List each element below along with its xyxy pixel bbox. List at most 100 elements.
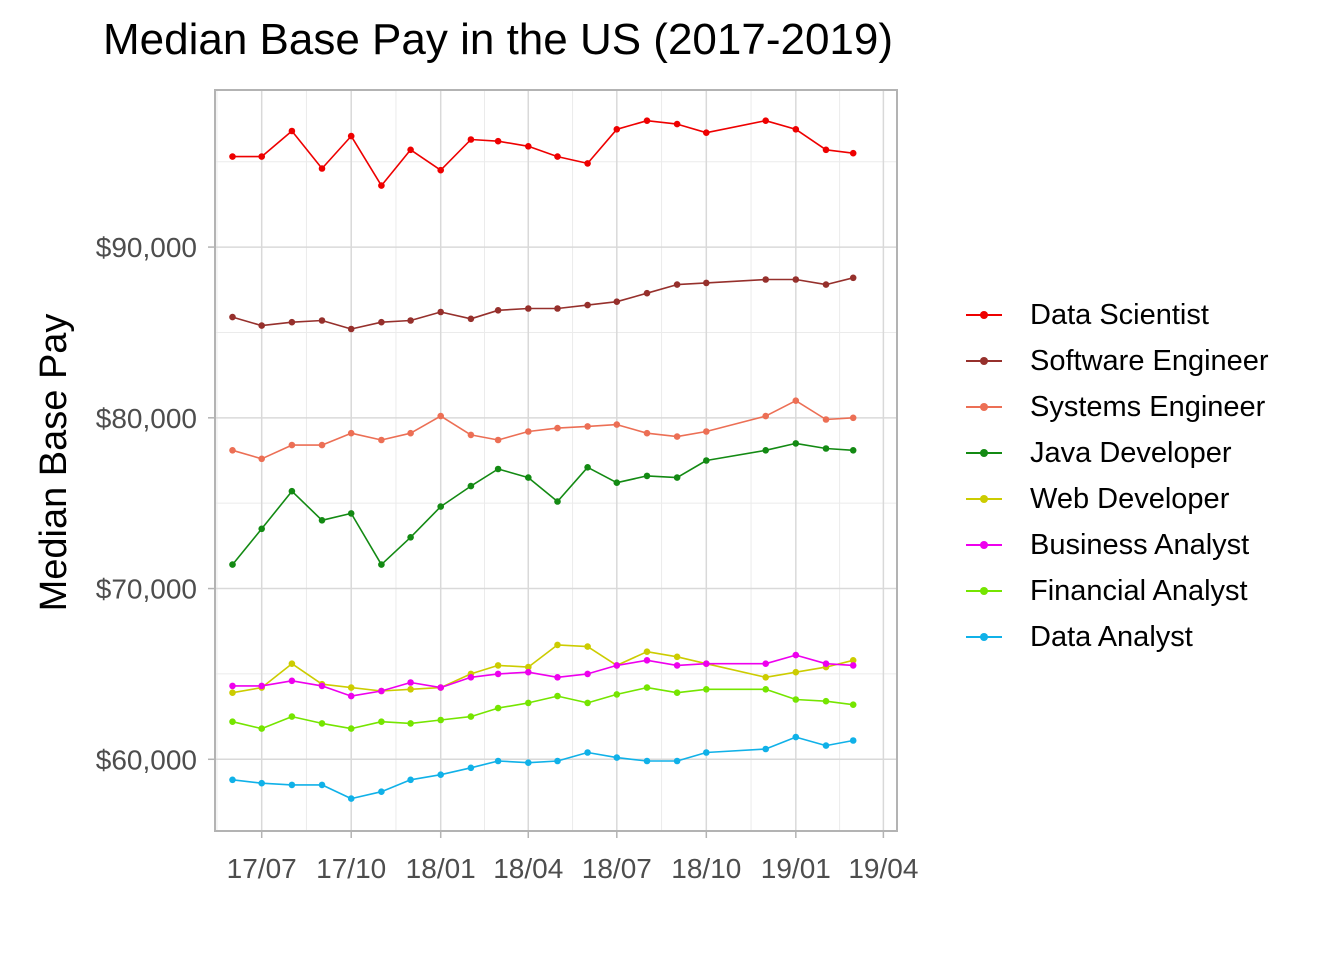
data-point-systems-engineer	[703, 428, 710, 435]
data-point-java-developer	[467, 482, 475, 490]
data-point-business-analyst	[762, 660, 769, 667]
y-tick-label: $60,000	[96, 744, 197, 775]
legend-key-dot	[980, 633, 988, 641]
data-point-business-analyst	[494, 670, 502, 678]
data-point-software-engineer	[584, 301, 591, 309]
data-point-data-analyst	[494, 757, 502, 765]
data-point-business-analyst	[318, 682, 326, 690]
legend-item-financial-analyst: Financial Analyst	[960, 568, 1269, 614]
x-tick-label: 17/07	[227, 853, 297, 884]
data-point-systems-engineer	[822, 416, 830, 423]
data-point-business-analyst	[347, 692, 355, 700]
data-point-data-analyst	[525, 759, 532, 766]
data-point-software-engineer	[673, 281, 681, 288]
data-point-business-analyst	[822, 660, 830, 667]
data-point-business-analyst	[554, 674, 561, 681]
legend-item-systems-engineer: Systems Engineer	[960, 384, 1269, 430]
data-point-java-developer	[525, 474, 532, 481]
data-point-financial-analyst	[792, 696, 800, 703]
plot-panel-border	[214, 89, 898, 832]
data-point-systems-engineer	[347, 429, 355, 437]
series-java-developer	[229, 440, 857, 568]
data-point-data-scientist	[229, 153, 236, 160]
data-point-web-developer	[849, 657, 857, 664]
data-point-financial-analyst	[849, 701, 857, 708]
data-point-web-developer	[229, 689, 236, 696]
legend-label: Data Analyst	[1030, 620, 1193, 653]
data-point-web-developer	[407, 686, 414, 693]
data-point-data-scientist	[437, 166, 445, 174]
legend-item-data-analyst: Data Analyst	[960, 614, 1269, 660]
x-tick-label: 19/01	[761, 853, 831, 884]
data-point-java-developer	[407, 534, 414, 541]
data-point-financial-analyst	[525, 699, 532, 707]
data-point-software-engineer	[849, 274, 857, 282]
data-point-financial-analyst	[584, 699, 591, 707]
data-point-java-developer	[849, 447, 857, 454]
y-tick-label: $80,000	[96, 403, 197, 434]
legend-label: Java Developer	[1030, 436, 1232, 469]
data-point-data-analyst	[554, 757, 561, 765]
data-point-software-engineer	[613, 298, 621, 306]
data-point-systems-engineer	[258, 455, 266, 463]
data-point-systems-engineer	[613, 421, 621, 428]
legend-key-dot	[980, 495, 988, 503]
data-point-data-analyst	[347, 795, 355, 802]
legend-key-systems-engineer	[960, 397, 1008, 417]
data-point-data-analyst	[378, 788, 385, 795]
data-point-business-analyst	[467, 674, 475, 681]
series-layer	[229, 117, 857, 802]
data-point-business-analyst	[407, 679, 414, 686]
data-point-software-engineer	[347, 325, 355, 333]
data-point-data-analyst	[437, 771, 445, 778]
data-point-data-analyst	[229, 776, 236, 784]
data-point-systems-engineer	[643, 429, 651, 437]
series-line-software-engineer	[232, 277, 854, 330]
data-point-financial-analyst	[318, 720, 326, 727]
data-point-web-developer	[673, 653, 681, 661]
legend-key-dot	[980, 403, 988, 411]
data-point-financial-analyst	[643, 684, 651, 691]
data-point-software-engineer	[318, 317, 326, 324]
data-point-web-developer	[494, 662, 502, 669]
legend-label: Web Developer	[1030, 482, 1230, 515]
data-point-software-engineer	[762, 276, 769, 283]
series-line-data-scientist	[232, 119, 854, 187]
data-point-business-analyst	[792, 651, 800, 659]
data-point-web-developer	[762, 674, 769, 681]
legend-label: Business Analyst	[1030, 528, 1250, 561]
data-point-systems-engineer	[378, 436, 385, 444]
data-point-financial-analyst	[407, 720, 414, 727]
data-point-business-analyst	[229, 682, 236, 690]
legend-label: Financial Analyst	[1030, 574, 1248, 607]
x-tick-label: 18/07	[582, 853, 652, 884]
data-point-financial-analyst	[703, 686, 710, 693]
data-point-data-scientist	[849, 149, 857, 157]
data-point-software-engineer	[643, 289, 651, 297]
data-point-financial-analyst	[258, 725, 266, 732]
data-point-web-developer	[643, 648, 651, 655]
series-line-data-analyst	[232, 736, 854, 800]
legend-item-data-scientist: Data Scientist	[960, 292, 1269, 338]
data-point-web-developer	[554, 641, 561, 649]
data-point-data-scientist	[467, 136, 475, 143]
data-point-software-engineer	[378, 318, 385, 326]
data-point-java-developer	[792, 440, 800, 447]
y-tick-label: $90,000	[96, 232, 197, 263]
data-point-data-analyst	[643, 757, 651, 765]
legend-key-software-engineer	[960, 351, 1008, 371]
data-point-financial-analyst	[494, 704, 502, 712]
axis-ticks	[208, 246, 885, 838]
data-point-web-developer	[584, 643, 591, 650]
series-data-analyst	[229, 733, 857, 802]
data-point-business-analyst	[673, 662, 681, 669]
legend-key-dot	[980, 587, 988, 595]
legend-key-data-analyst	[960, 627, 1008, 647]
data-point-financial-analyst	[378, 718, 385, 725]
data-point-data-scientist	[407, 146, 414, 154]
data-point-data-scientist	[554, 153, 561, 160]
legend-key-data-scientist	[960, 305, 1008, 325]
data-point-data-analyst	[849, 737, 857, 744]
data-point-financial-analyst	[554, 692, 561, 700]
data-point-financial-analyst	[347, 725, 355, 732]
